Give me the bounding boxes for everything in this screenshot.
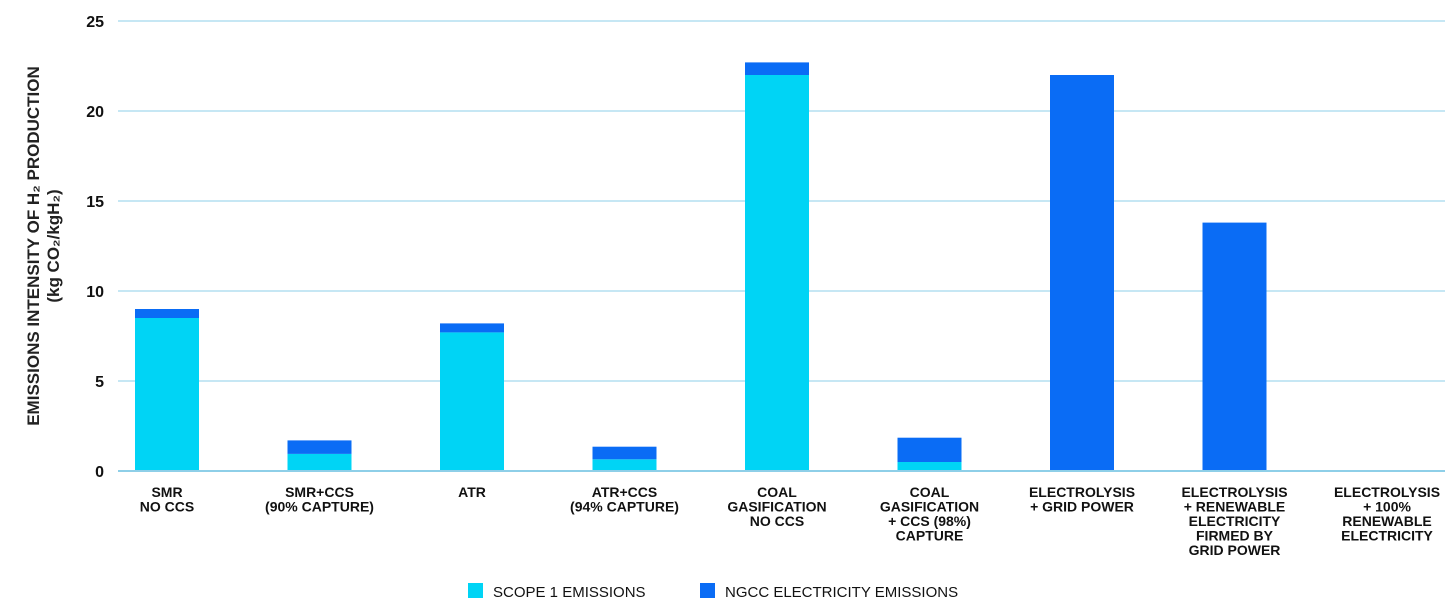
x-tick-label: COAL GASIFICATION NO CCS bbox=[727, 484, 826, 529]
bar-segment-ngcc bbox=[440, 323, 504, 332]
y-tick-label: 5 bbox=[95, 374, 104, 391]
bar-segment-scope1 bbox=[288, 454, 352, 471]
x-tick-label: SMR NO CCS bbox=[140, 484, 194, 515]
x-tick-label: ELECTROLYSIS + RENEWABLE ELECTRICITY FIRMED… bbox=[1181, 484, 1287, 558]
legend: SCOPE 1 EMISSIONS NGCC ELECTRICITY EMISSI… bbox=[468, 583, 958, 601]
x-tick-label: COAL GASIFICATION + CCS (98%) CAPTURE bbox=[880, 484, 979, 544]
bar-segment-ngcc bbox=[288, 440, 352, 454]
bar-segment-ngcc bbox=[135, 309, 199, 318]
bar-segment-ngcc bbox=[593, 447, 657, 460]
legend-swatch bbox=[468, 583, 483, 598]
legend-label: SCOPE 1 EMISSIONS bbox=[493, 584, 646, 601]
bar-segment-ngcc bbox=[1203, 223, 1267, 471]
bar-segment-ngcc bbox=[898, 438, 962, 462]
x-tick-label: SMR+CCS (90% CAPTURE) bbox=[265, 484, 374, 515]
bars bbox=[135, 62, 1267, 471]
y-axis-label: EMISSIONS INTENSITY OF H₂ PRODUCTION(kg … bbox=[24, 66, 63, 426]
bar-segment-scope1 bbox=[440, 332, 504, 471]
bar-segment-scope1 bbox=[898, 462, 962, 471]
y-tick-label: 10 bbox=[86, 284, 104, 301]
y-tick-label: 15 bbox=[86, 194, 104, 211]
bar-segment-ngcc bbox=[1050, 75, 1114, 471]
x-tick-label: ATR bbox=[458, 484, 486, 500]
bar-segment-ngcc bbox=[745, 62, 809, 75]
y-tick-label: 0 bbox=[95, 464, 104, 481]
legend-item: SCOPE 1 EMISSIONS bbox=[468, 583, 646, 601]
x-axis-categories: SMR NO CCS SMR+CCS (90% CAPTURE) ATR ATR+CCS(… bbox=[140, 484, 1440, 558]
y-tick-label: 25 bbox=[86, 14, 104, 31]
x-tick-label: ATR+CCS (94% CAPTURE) bbox=[570, 484, 679, 515]
x-tick-label: ELECTROLYSIS + GRID POWER bbox=[1029, 484, 1135, 515]
bar-segment-scope1 bbox=[593, 459, 657, 471]
legend-item: NGCC ELECTRICITY EMISSIONS bbox=[700, 583, 958, 601]
legend-label: NGCC ELECTRICITY EMISSIONS bbox=[725, 584, 958, 601]
bar-segment-scope1 bbox=[745, 75, 809, 471]
y-axis-ticks: 0 5 10 15 20 25 bbox=[86, 14, 104, 481]
x-tick-label: ELECTROLYSIS + 100% RENEWABLE ELECTRICITY bbox=[1334, 484, 1440, 544]
bar-segment-scope1 bbox=[135, 318, 199, 471]
legend-swatch bbox=[700, 583, 715, 598]
y-tick-label: 20 bbox=[86, 104, 104, 121]
